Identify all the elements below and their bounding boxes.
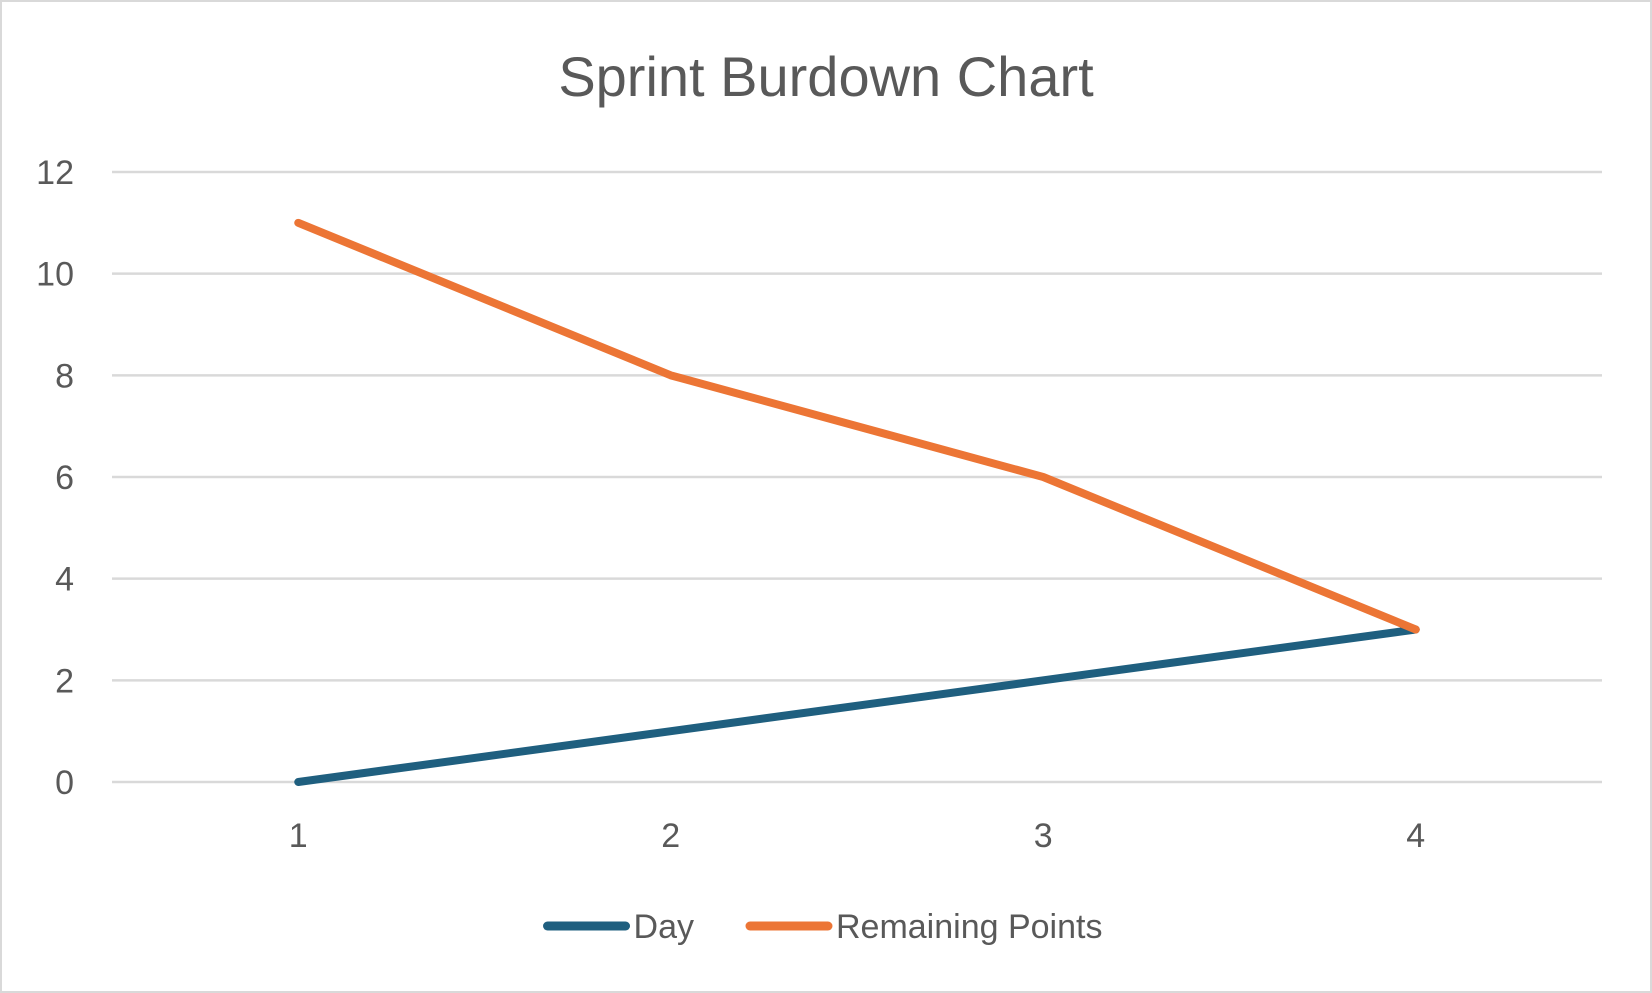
legend: Day Remaining Points bbox=[543, 908, 1102, 946]
series-lines bbox=[294, 218, 1420, 786]
y-tick-label-0: 0 bbox=[55, 764, 74, 802]
x-tick-label-2: 2 bbox=[661, 817, 680, 855]
y-tick-label-6: 6 bbox=[55, 459, 74, 497]
series-line-remaining-points bbox=[294, 218, 1420, 634]
chart-title: Sprint Burdown Chart bbox=[558, 45, 1094, 108]
y-tick-label-8: 8 bbox=[55, 357, 74, 395]
x-tick-label-3: 3 bbox=[1034, 817, 1053, 855]
x-tick-label-1: 1 bbox=[289, 817, 308, 855]
legend-label-day: Day bbox=[634, 908, 694, 946]
series-line-day bbox=[294, 625, 1420, 786]
y-tick-label-10: 10 bbox=[36, 256, 74, 294]
legend-label-remaining-points: Remaining Points bbox=[836, 908, 1102, 946]
gridlines bbox=[112, 170, 1602, 784]
y-tick-label-4: 4 bbox=[55, 561, 74, 599]
y-tick-label-2: 2 bbox=[55, 662, 74, 700]
x-tick-label-4: 4 bbox=[1406, 817, 1425, 855]
x-axis-tick-labels: 1 2 3 4 bbox=[289, 817, 1425, 855]
y-tick-label-12: 12 bbox=[36, 154, 74, 192]
y-axis-tick-labels: 0 2 4 6 8 10 12 bbox=[36, 154, 74, 802]
